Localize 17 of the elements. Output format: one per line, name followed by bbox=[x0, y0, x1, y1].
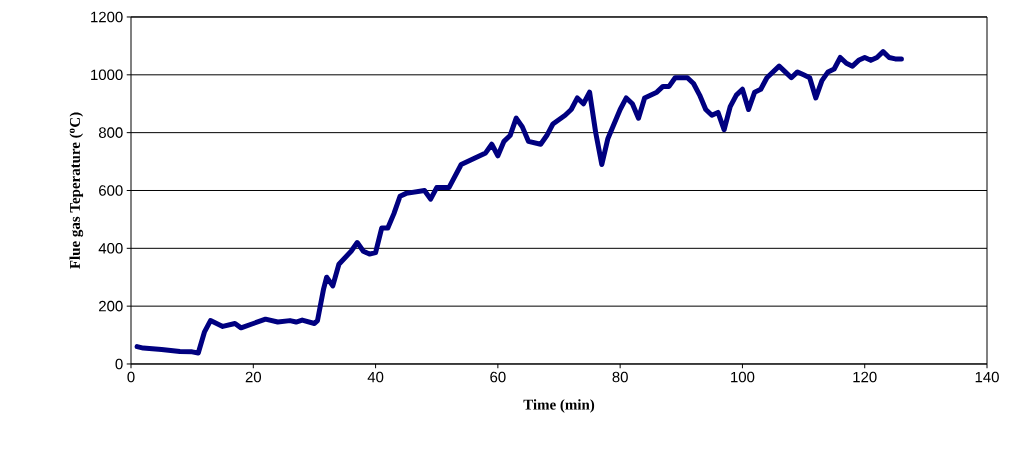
x-tick-label: 40 bbox=[367, 371, 384, 383]
y-tick-label: 600 bbox=[99, 185, 123, 196]
y-tick-label: 800 bbox=[98, 127, 123, 138]
y-tick-label: 1200 bbox=[91, 11, 123, 23]
x-tick-label: 20 bbox=[245, 371, 262, 383]
x-tick-label: 100 bbox=[731, 371, 755, 383]
x-tick-label: 0 bbox=[127, 371, 135, 383]
y-tick-label: 1000 bbox=[91, 69, 123, 81]
x-tick-label: 60 bbox=[490, 371, 506, 383]
x-tick-label: 120 bbox=[853, 371, 877, 383]
x-tick-label: 140 bbox=[975, 371, 999, 383]
x-tick-label: 80 bbox=[612, 371, 628, 383]
x-axis-title: Time (min) bbox=[523, 399, 595, 413]
y-tick-label: 0 bbox=[115, 358, 123, 370]
y-tick-label: 200 bbox=[99, 300, 123, 312]
y-axis-title: Flue gas Teperature ($^{o}$C) bbox=[69, 112, 84, 269]
y-tick-label: 400 bbox=[98, 243, 123, 254]
